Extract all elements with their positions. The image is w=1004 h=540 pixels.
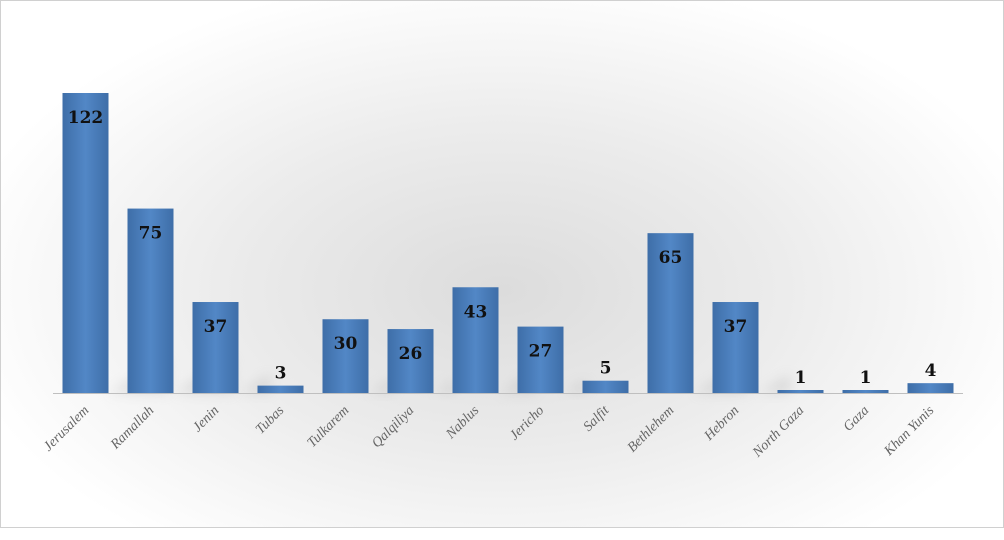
bar-tulkarem	[322, 319, 369, 393]
value-label: 3	[275, 364, 287, 384]
bar-tubas	[257, 385, 304, 393]
value-label: 4	[925, 361, 937, 381]
bar-hebron	[712, 302, 759, 393]
bars	[62, 93, 954, 393]
value-labels: 122 75 37 3 30 26 43 27 5 65 37 1 1 4	[68, 108, 937, 388]
x-tick-label: Ramallah	[108, 403, 158, 453]
bar-salfit	[582, 380, 629, 393]
category-tick-labels: Jerusalem Ramallah Jenin Tubas Tulkarem Qalqi…	[41, 402, 938, 461]
x-tick-label: Tulkarem	[305, 403, 353, 451]
bar-qalqiliya	[387, 329, 434, 393]
x-tick-label: Bethlehem	[625, 403, 677, 455]
bar-jerusalem	[62, 93, 109, 393]
bar-khan-yunis	[907, 383, 954, 393]
bar-jericho	[517, 326, 564, 393]
value-label: 1	[860, 368, 872, 388]
value-label: 37	[724, 317, 748, 337]
x-tick-label: North Gaza	[750, 403, 808, 461]
x-tick-label: Nablus	[443, 403, 483, 443]
x-tick-label: Salfit	[581, 402, 613, 434]
x-tick-label: Jerusalem	[41, 403, 92, 454]
bar-shadow	[823, 392, 825, 393]
bar-ramallah	[127, 208, 174, 393]
bar-shadow	[433, 379, 456, 393]
value-label: 26	[399, 344, 423, 364]
value-label: 5	[600, 359, 612, 379]
bar-north-gaza	[777, 390, 824, 393]
value-label: 75	[139, 224, 163, 244]
bar-shadow	[628, 390, 633, 393]
x-tick-label: Qalqiliya	[369, 403, 417, 451]
value-label: 1	[795, 368, 807, 388]
x-tick-label: Tubas	[253, 403, 288, 438]
bar-shadow	[888, 392, 890, 393]
value-label: 30	[334, 334, 358, 354]
x-tick-label: Hebron	[701, 403, 742, 444]
bar-gaza	[842, 390, 889, 393]
chart-area: 122 75 37 3 30 26 43 27 5 65 37 1 1 4 Jerusalem Ramall…	[0, 0, 1004, 528]
x-tick-label: Gaza	[841, 403, 873, 435]
bar-shadow	[563, 379, 587, 393]
bar-shadow	[303, 391, 307, 393]
value-label: 43	[464, 302, 488, 322]
bar-jenin	[192, 302, 239, 393]
bar-chart: 122 75 37 3 30 26 43 27 5 65 37 1 1 4 Jerusalem Ramall…	[41, 93, 963, 461]
x-tick-label: Jenin	[190, 403, 222, 435]
bar-nablus	[452, 287, 499, 393]
value-label: 37	[204, 317, 228, 337]
bar-bethlehem	[647, 233, 694, 393]
bar-shadow	[758, 373, 791, 393]
bar-shadow	[953, 390, 957, 393]
x-tick-label: Jericho	[507, 403, 547, 443]
value-label: 122	[68, 108, 104, 128]
value-label: 65	[659, 248, 683, 268]
value-label: 27	[529, 342, 553, 362]
x-tick-label: Khan Yunis	[881, 403, 938, 460]
